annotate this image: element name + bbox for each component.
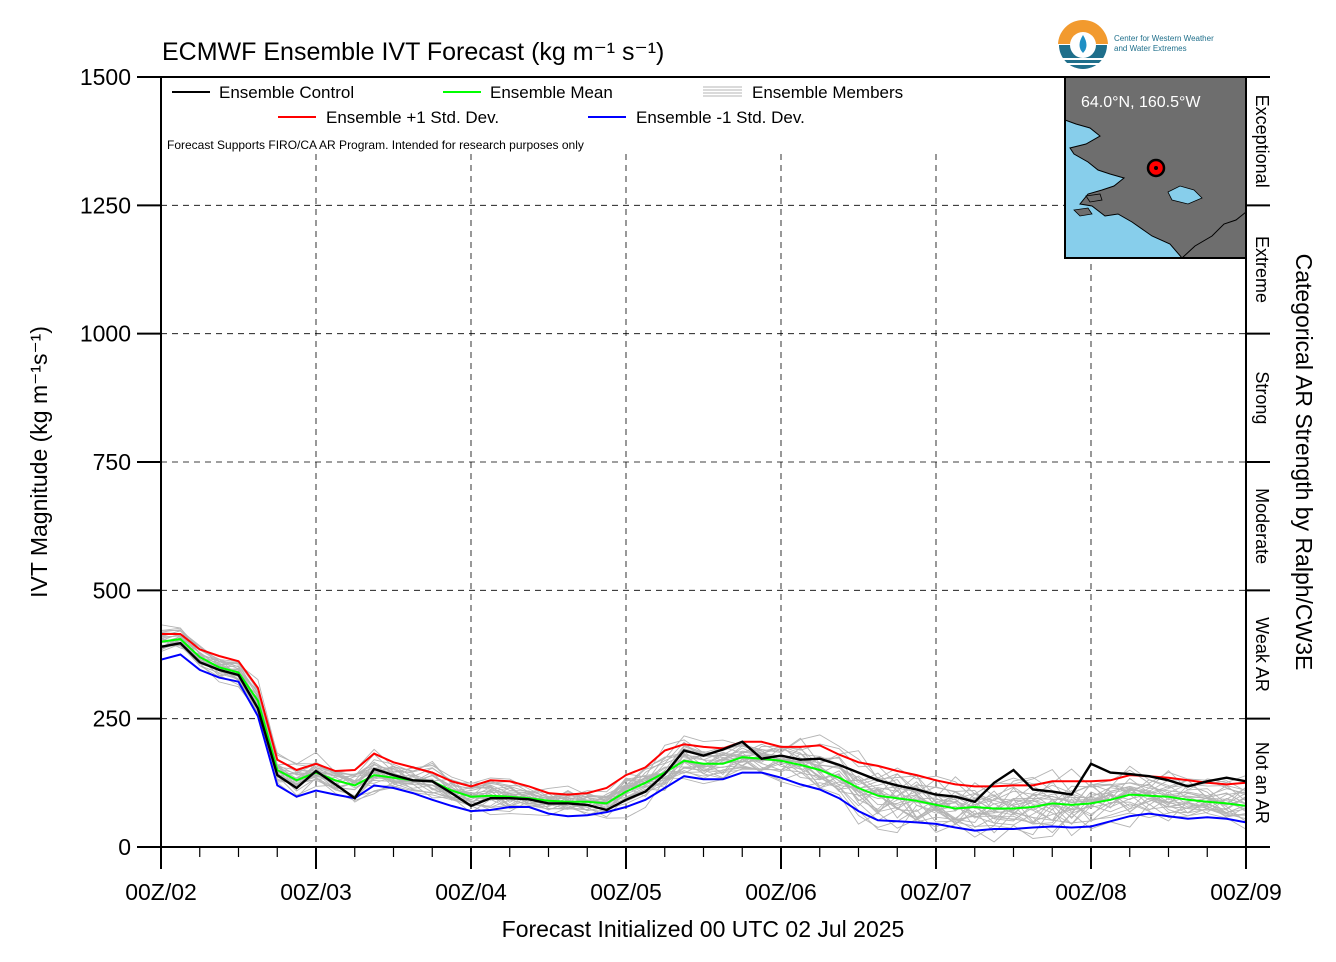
category-label-4: Extreme (1252, 236, 1272, 303)
series-line-minus-std (161, 653, 1246, 832)
cw3e-logo: Center for Western Weather and Water Ext… (1058, 20, 1214, 72)
ensemble-members (161, 624, 1246, 843)
ar-categories: Not an AR Weak AR Moderate Strong Extreme Exc… (1246, 95, 1272, 824)
category-label-2: Moderate (1252, 488, 1272, 564)
ensemble-member-line (161, 641, 1246, 824)
grid-lines (161, 154, 1246, 847)
inset-island-2 (1085, 193, 1103, 203)
category-label-0: Not an AR (1252, 742, 1272, 824)
legend-item-mean: Ensemble Mean (443, 83, 613, 102)
x-tick-label-144: 00Z/08 (1055, 879, 1127, 905)
series-line-mean (161, 638, 1246, 810)
legend-label-minus-std: Ensemble -1 Std. Dev. (636, 108, 805, 127)
ensemble-member-line (161, 636, 1246, 819)
logo-drop-icon (1079, 35, 1087, 53)
x-ticks: 00Z/02 00Z/03 00Z/04 00Z/05 00Z/06 00Z/07 00Z/… (125, 847, 1282, 905)
ensemble-member-line (161, 634, 1246, 823)
legend-item-plus-std: Ensemble +1 Std. Dev. (278, 108, 499, 127)
right-axis-label: Categorical AR Strength by Ralph/CW3E (1291, 254, 1317, 671)
legend-label-plus-std: Ensemble +1 Std. Dev. (326, 108, 499, 127)
ensemble-member-line (161, 629, 1246, 814)
ensemble-member-line (161, 641, 1246, 825)
ensemble-member-line (161, 638, 1246, 826)
x-tick-label-120: 00Z/07 (900, 879, 972, 905)
location-marker-center (1154, 166, 1158, 170)
ensemble-member-line (161, 633, 1246, 812)
ensemble-member-line (161, 637, 1246, 828)
logo-text-line1: Center for Western Weather (1114, 34, 1214, 43)
series-line-control (161, 641, 1246, 812)
y-tick-label-1250: 1250 (80, 192, 131, 218)
x-tick-label-96: 00Z/06 (745, 879, 817, 905)
inset-border (1064, 76, 1247, 259)
ensemble-member-line (161, 639, 1246, 814)
legend-label-mean: Ensemble Mean (490, 83, 613, 102)
inset-coordinates: 64.0°N, 160.5°W (1081, 94, 1201, 111)
series-lines (161, 633, 1246, 832)
y-axis-label: IVT Magnitude (kg m⁻¹s⁻¹) (26, 326, 52, 598)
x-tick-label-0: 00Z/02 (125, 879, 197, 905)
category-label-1: Weak AR (1252, 617, 1272, 692)
x-tick-label-72: 00Z/05 (590, 879, 662, 905)
y-ticks: 0 250 500 750 1000 1250 1500 (80, 64, 161, 860)
logo-text-line2: and Water Extremes (1114, 44, 1187, 53)
ensemble-member-line (161, 637, 1246, 827)
inset-island (1073, 207, 1093, 217)
y-tick-label-500: 500 (93, 577, 131, 603)
ensemble-member-line (161, 637, 1246, 816)
category-label-5: Exceptional (1252, 95, 1272, 188)
x-tick-label-24: 00Z/03 (280, 879, 352, 905)
chart-title: ECMWF Ensemble IVT Forecast (kg m⁻¹ s⁻¹) (162, 38, 664, 66)
y-tick-label-1500: 1500 (80, 64, 131, 90)
y-tick-label-1000: 1000 (80, 321, 131, 347)
legend-label-control: Ensemble Control (219, 83, 354, 102)
ensemble-member-line (161, 639, 1246, 838)
legend: Ensemble Control Ensemble Mean Ensemble … (167, 83, 903, 152)
inset-sound-water (1167, 185, 1203, 205)
location-inset-map: 64.0°N, 160.5°W (1064, 76, 1247, 259)
legend-item-members: Ensemble Members (703, 83, 903, 102)
category-label-3: Strong (1252, 371, 1272, 424)
y-tick-label-0: 0 (118, 834, 131, 860)
x-tick-label-168: 00Z/09 (1210, 879, 1282, 905)
series-line-plus-std (161, 633, 1246, 796)
legend-label-members: Ensemble Members (752, 83, 903, 102)
legend-item-minus-std: Ensemble -1 Std. Dev. (588, 108, 805, 127)
disclaimer-text: Forecast Supports FIRO/CA AR Program. In… (167, 138, 584, 152)
y-tick-label-750: 750 (93, 449, 131, 475)
y-tick-label-250: 250 (93, 706, 131, 732)
legend-item-control: Ensemble Control (172, 83, 354, 102)
x-axis-label: Forecast Initialized 00 UTC 02 Jul 2025 (502, 916, 905, 942)
x-tick-label-48: 00Z/04 (435, 879, 507, 905)
